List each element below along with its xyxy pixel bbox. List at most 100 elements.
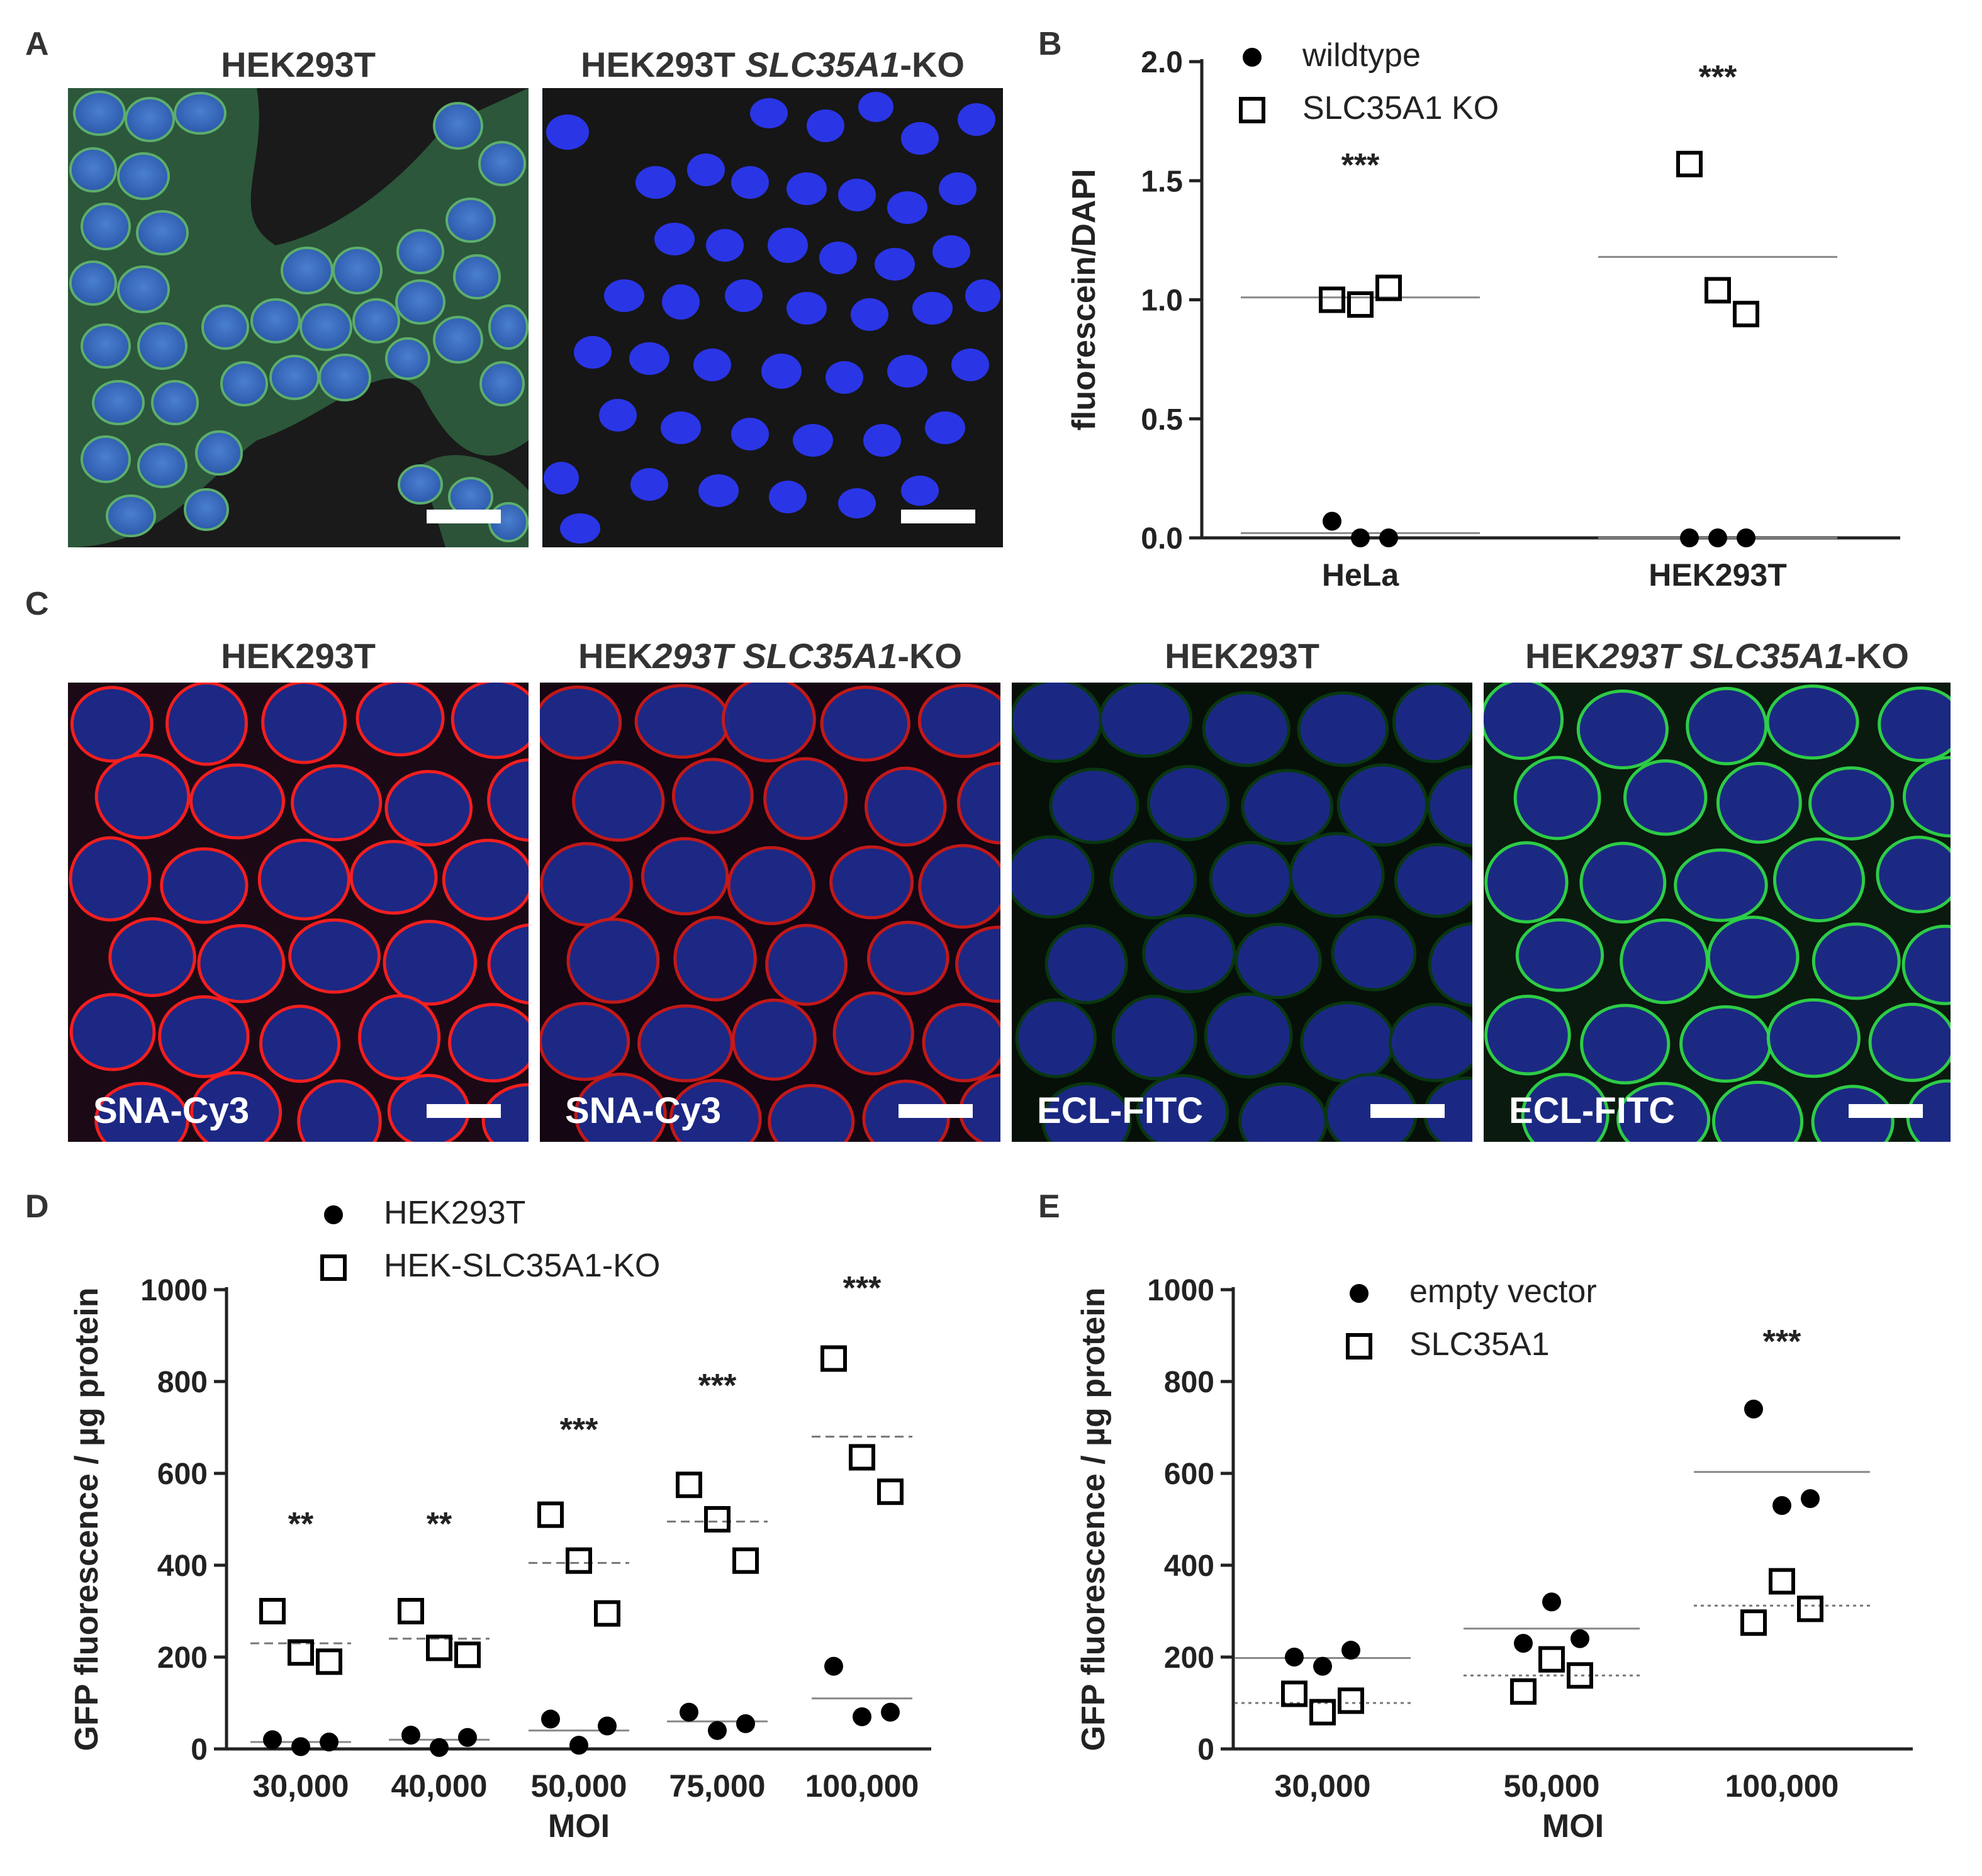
- cell-nucleus: [448, 1003, 529, 1083]
- micrograph-c-4-svg: [1484, 683, 1951, 1142]
- micrograph-c-2: SNA-Cy3: [540, 683, 1000, 1142]
- x-tick-label: 50,000: [531, 1768, 627, 1804]
- cell-nucleus: [1616, 1081, 1711, 1142]
- stain-label: SNA-Cy3: [93, 1090, 250, 1131]
- micrograph-c-4: ECL-FITC: [1484, 683, 1951, 1142]
- data-point: [1313, 1656, 1332, 1676]
- y-tick-label: 0.0: [1141, 522, 1183, 556]
- cell-nucleus: [190, 1071, 283, 1142]
- cell-nucleus: [1903, 756, 1951, 838]
- panel-letter-a: A: [25, 26, 49, 62]
- y-tick-label: 1.0: [1141, 284, 1183, 318]
- significance-marker: **: [427, 1506, 452, 1543]
- data-point: [1341, 1641, 1360, 1660]
- significance-marker: ***: [1341, 147, 1380, 184]
- cell-nucleus: [451, 683, 529, 759]
- cell-nucleus: [540, 842, 633, 927]
- micrograph-c-3: ECL-FITC: [1012, 683, 1472, 1142]
- y-tick-label: 0.5: [1141, 403, 1183, 437]
- data-point: [594, 1600, 620, 1627]
- data-point: [1351, 528, 1370, 547]
- cell-nucleus: [1901, 924, 1951, 1005]
- micrograph-a-wt-svg: [68, 88, 529, 547]
- stain-label: SNA-Cy3: [565, 1090, 722, 1131]
- data-point: [1705, 277, 1731, 304]
- cell-nucleus: [1513, 756, 1601, 840]
- data-point: [820, 1345, 847, 1372]
- data-point: [426, 1634, 452, 1661]
- data-point: [569, 1736, 588, 1755]
- chart-b: 0.0 0.5 1.0 1.5 2.0 fluorescein/DAPI HeLa HEK29…: [1066, 37, 1900, 593]
- cell-nucleus: [383, 920, 478, 1006]
- scale-bar: [899, 1104, 973, 1118]
- y-tick-label: 600: [157, 1458, 208, 1491]
- significance-marker: ***: [698, 1368, 737, 1404]
- panel-letter-e: E: [1038, 1188, 1060, 1225]
- micrograph-a-ko-svg: [544, 92, 1000, 544]
- cell-nucleus: [1580, 1003, 1671, 1085]
- data-point: [598, 1716, 617, 1736]
- scale-bar: [901, 510, 975, 523]
- cell-nucleus: [1241, 769, 1334, 846]
- panel-letter-b: B: [1038, 26, 1062, 62]
- data-point: [1542, 1592, 1561, 1612]
- y-axis-label: GFP fluorescence / µg protein: [1075, 1288, 1112, 1751]
- cell-nucleus: [1202, 691, 1291, 768]
- micrograph-c-2-svg: [540, 683, 1000, 1142]
- data-point: [1744, 1399, 1763, 1419]
- data-point: [736, 1714, 755, 1733]
- cell-nucleus: [1521, 1073, 1610, 1142]
- micrograph-c-1-svg: [69, 683, 529, 1142]
- cell-nucleus: [1515, 918, 1604, 992]
- cell-nucleus: [1331, 915, 1417, 991]
- x-tick-label: 30,000: [1275, 1768, 1371, 1804]
- cell-nucleus: [763, 757, 848, 840]
- cell-nucleus: [918, 844, 1000, 929]
- significance-marker: ***: [1699, 59, 1737, 96]
- data-point: [398, 1598, 424, 1624]
- cell-nucleus: [1300, 1001, 1396, 1083]
- data-point: [566, 1547, 592, 1574]
- micrograph-a-ko: [542, 88, 1003, 547]
- panel-c-title-4: HEK293T SLC35A1-KO: [1525, 636, 1909, 676]
- cell-nucleus: [158, 995, 250, 1078]
- cell-nucleus: [1484, 841, 1569, 924]
- data-point: [1319, 286, 1345, 313]
- cell-nucleus: [70, 686, 154, 763]
- cell-nucleus: [641, 837, 729, 916]
- y-tick-label: 400: [1164, 1549, 1214, 1583]
- cell-nucleus: [1679, 1005, 1772, 1083]
- data-point: [1285, 1648, 1304, 1667]
- cell-nucleus: [487, 758, 529, 842]
- data-point: [708, 1721, 727, 1740]
- micrograph-c-3-svg: [1012, 683, 1472, 1142]
- legend-label: HEK293T: [384, 1195, 525, 1231]
- cell-nucleus: [356, 683, 445, 757]
- cell-nucleus: [1204, 992, 1293, 1079]
- cell-nucleus: [1142, 913, 1236, 993]
- cell-nucleus: [1876, 835, 1951, 913]
- cell-nucleus: [1868, 1002, 1951, 1082]
- chart-e: 0 200 400 600 800 1000 GFP fluorescence / µg p…: [1075, 1273, 1913, 1845]
- data-point: [430, 1738, 449, 1757]
- cell-nucleus: [955, 925, 1000, 1003]
- data-point: [676, 1471, 702, 1499]
- y-axis-label: GFP fluorescence / µg protein: [69, 1288, 105, 1751]
- cell-nucleus: [673, 915, 757, 1002]
- data-point: [1510, 1678, 1537, 1705]
- cell-nucleus: [731, 998, 817, 1081]
- cell-nucleus: [1484, 995, 1571, 1076]
- y-axis-label: fluorescein/DAPI: [1066, 169, 1102, 430]
- cell-nucleus: [1706, 915, 1800, 999]
- data-point: [1797, 1595, 1823, 1622]
- cell-nucleus: [634, 684, 731, 759]
- x-tick-label: 75,000: [669, 1768, 766, 1804]
- legend-marker: [320, 1254, 347, 1281]
- cell-nucleus: [1766, 684, 1859, 760]
- panel-a-title-wt: HEK293T: [221, 45, 376, 84]
- y-tick-label: 1.5: [1141, 165, 1183, 198]
- cell-nucleus: [1426, 765, 1472, 847]
- cell-nucleus: [1049, 768, 1139, 844]
- y-tick-label: 800: [157, 1366, 208, 1399]
- legend-marker: [1350, 1284, 1369, 1303]
